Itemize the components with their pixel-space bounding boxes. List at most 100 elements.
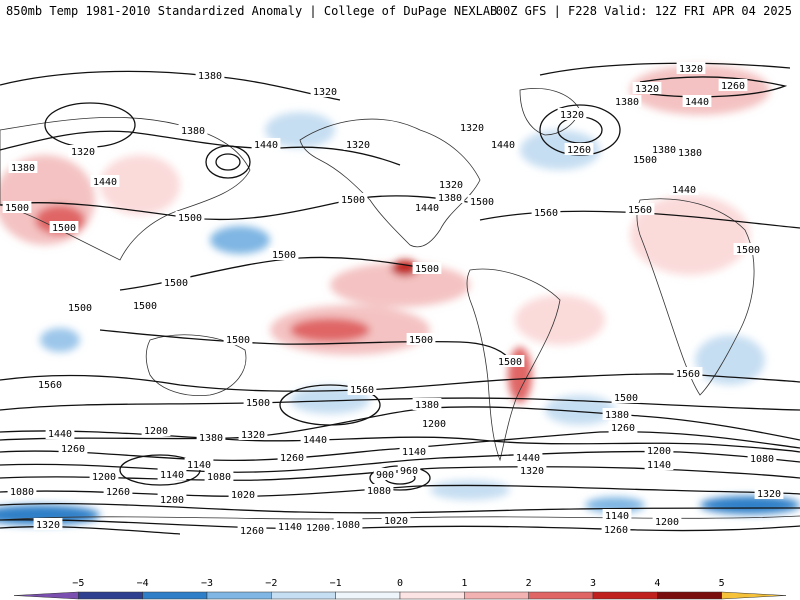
contour-label: 960	[400, 466, 418, 477]
contour-label-bg	[675, 146, 705, 158]
contour-label-bg	[682, 95, 712, 107]
contour-label-bg	[652, 515, 682, 527]
contour-label: 1500	[614, 393, 638, 404]
contour-label-bg	[644, 444, 674, 456]
contour-label: 1380	[605, 410, 629, 421]
contour-label-bg	[333, 518, 363, 530]
coastline-australia	[145, 334, 247, 396]
colorbar-tick-label: 1	[461, 578, 467, 589]
contour-label: 1500	[498, 357, 522, 368]
colorbar-segment	[335, 591, 401, 600]
contour-label: 1440	[303, 435, 327, 446]
contour-label: 1260	[567, 145, 591, 156]
contour-label: 1500	[246, 398, 270, 409]
colorbar-segment	[13, 591, 79, 600]
contour-label: 1080	[10, 487, 34, 498]
contour-label-bg	[608, 421, 638, 433]
contour-label-bg	[406, 333, 436, 345]
colorbar-tick-label: −5	[72, 578, 84, 589]
warm-anomaly-arctic	[630, 65, 770, 115]
colorbar-segment	[464, 591, 529, 600]
contour-label-bg	[269, 248, 299, 260]
coastline-africa	[636, 198, 755, 396]
contour-label: 1320	[346, 140, 370, 151]
contour-label: 1140	[278, 522, 302, 533]
contour-label-bg	[2, 201, 32, 213]
contour-label-bg	[58, 442, 88, 454]
contour-label: 1500	[470, 197, 494, 208]
contour-label-bg	[65, 301, 95, 313]
contour-label-bg	[630, 153, 660, 165]
contour-label: 1440	[491, 140, 515, 151]
contour-1500-south-tropics	[99, 329, 513, 363]
colorbar-labels: −5 −4 −3 −2 −1 0 1 2 3 4 5	[72, 578, 724, 589]
contour-label-bg	[157, 493, 187, 505]
contour-label-bg	[275, 520, 305, 532]
contour-label: 1560	[676, 369, 700, 380]
contour-label: 1440	[516, 453, 540, 464]
colorbar: −5 −4 −3 −2 −1 0 1 2 3 4 5	[13, 578, 787, 600]
contour-label-bg	[412, 262, 442, 274]
contour-label: 1260	[106, 487, 130, 498]
contour-label-bg	[251, 138, 281, 150]
contour-label-bg	[381, 514, 411, 526]
contour-label: 1140	[647, 460, 671, 471]
contour-label: 1320	[241, 430, 265, 441]
contour-label-bg	[175, 211, 205, 223]
contour-label-bg	[747, 452, 777, 464]
contour-label-bg	[419, 417, 449, 429]
contour-label-bg	[195, 69, 225, 81]
contour-label-bg	[513, 451, 543, 463]
warm-anomaly-pacific-core	[290, 318, 370, 342]
contour-label-bg	[33, 518, 63, 530]
contour-label: 1140	[605, 511, 629, 522]
cool-anomaly-southern-ocean	[430, 480, 510, 500]
contour-label: 1560	[38, 380, 62, 391]
contour-label: 1440	[685, 97, 709, 108]
contour-label-bg	[373, 468, 397, 480]
contour-label-bg	[649, 143, 679, 155]
contour-label: 1440	[254, 140, 278, 151]
contour-label-bg	[49, 221, 79, 233]
colorbar-tick-label: −3	[201, 578, 213, 589]
colorbar-tick-label: 4	[654, 578, 660, 589]
contour-label-bg	[564, 143, 594, 155]
anomaly-shading	[0, 65, 800, 525]
contour-label-bg	[557, 108, 587, 120]
contour-label: 1200	[160, 495, 184, 506]
contour-label: 1260	[240, 526, 264, 537]
cool-anomaly-southern-africa	[695, 335, 765, 385]
contour-1560-north	[479, 210, 800, 229]
contour-1140-south	[0, 466, 800, 481]
contour-label: 1500	[633, 155, 657, 166]
warm-anomaly-africa	[630, 195, 750, 275]
colorbar-segment	[657, 591, 722, 600]
contour-label-bg	[754, 487, 784, 499]
contour-label-bg	[141, 424, 171, 436]
contour-label-bg	[89, 470, 119, 482]
contour-label-bg	[412, 201, 442, 213]
contour-label-bg	[632, 82, 662, 94]
contour-label: 1320	[757, 489, 781, 500]
colorbar-segment	[142, 591, 208, 600]
contour-label: 1500	[164, 278, 188, 289]
colorbar-segment	[271, 591, 336, 600]
contour-label-bg	[157, 468, 187, 480]
contour-label-bg	[364, 484, 394, 496]
contour-label-bg	[436, 178, 466, 190]
contour-label-bg	[184, 458, 214, 470]
contour-label-bg	[601, 523, 631, 535]
contour-label: 1500	[272, 250, 296, 261]
contour-label-bg	[435, 191, 465, 203]
contour-label: 1560	[534, 208, 558, 219]
contour-label: 1500	[52, 223, 76, 234]
contour-label: 1200	[306, 523, 330, 534]
warm-anomaly-asia	[100, 155, 180, 215]
contour-label-bg	[8, 161, 38, 173]
contour-label: 1320	[71, 147, 95, 158]
contour-label: 1260	[721, 81, 745, 92]
warm-anomaly-atlantic	[515, 295, 605, 345]
contour-label: 1200	[647, 446, 671, 457]
contour-label-bg	[733, 243, 763, 255]
contour-label: 1200	[422, 419, 446, 430]
